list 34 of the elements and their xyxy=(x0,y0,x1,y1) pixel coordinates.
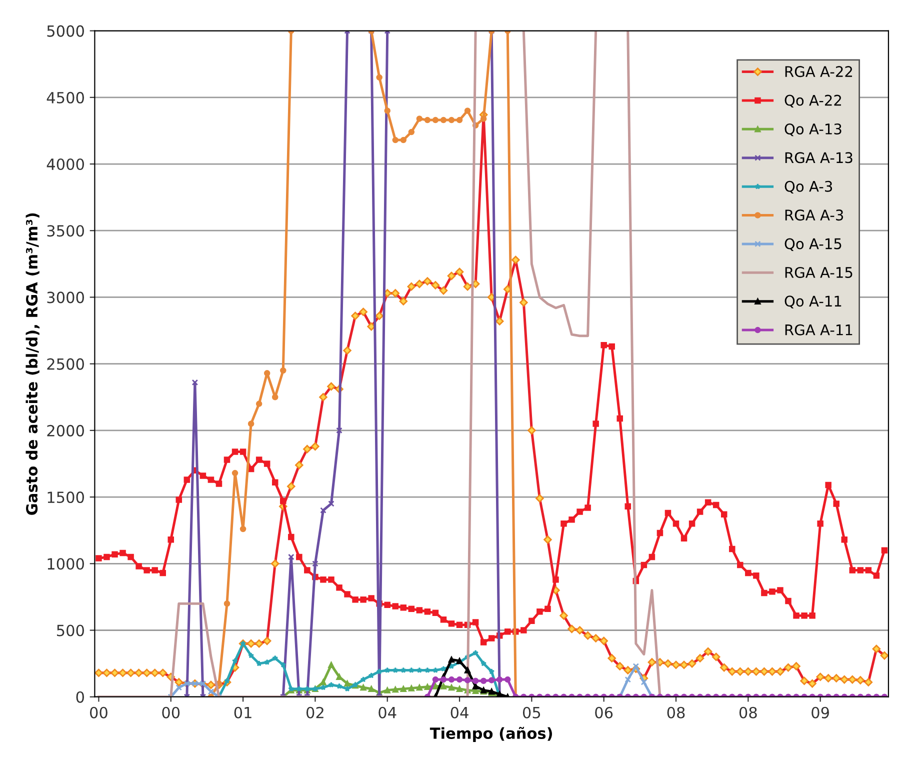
y-tick-label: 3000 xyxy=(47,292,84,304)
x-axis-title: Tiempo (años) xyxy=(430,726,552,742)
x-tick-label: 09 xyxy=(812,706,829,718)
x-tick-label: 04 xyxy=(378,706,396,718)
x-tick-label: 05 xyxy=(522,706,540,718)
y-tick-label: 1000 xyxy=(48,558,84,570)
y-tick-label: 500 xyxy=(57,624,84,636)
y-axis-title: Gasto de aceite (bl/d), RGA (m³/m³) xyxy=(26,213,40,515)
x-tick-label: 04 xyxy=(450,706,468,718)
x-tick-label: 01 xyxy=(234,706,252,718)
legend-label: RGA A-22 xyxy=(785,66,852,78)
x-tick-label: 06 xyxy=(595,706,613,718)
legend-label: Qo A-13 xyxy=(784,123,842,136)
legend-label: Qo A-3 xyxy=(784,180,832,194)
y-tick-label: 2000 xyxy=(47,424,84,436)
x-tick-label: 00 xyxy=(90,706,108,718)
legend-label: RGA A-15 xyxy=(785,266,852,278)
y-tick-label: 1500 xyxy=(48,492,84,504)
y-tick-label: 4000 xyxy=(46,158,84,170)
legend-label: RGA A-3 xyxy=(785,210,844,221)
y-tick-label: 4500 xyxy=(46,92,84,104)
x-tick-label: 08 xyxy=(667,706,685,718)
legend-label: RGA A-13 xyxy=(785,152,852,164)
legend-label: RGA A-11 xyxy=(785,324,852,336)
x-tick-label: 00 xyxy=(162,706,180,718)
legend-label: Qo A-15 xyxy=(784,238,842,251)
x-tick-label: 08 xyxy=(739,706,757,718)
y-tick-label: 0 xyxy=(76,691,84,703)
y-tick-label: 5000 xyxy=(47,25,84,37)
legend-label: Qo A-11 xyxy=(784,296,842,308)
legend-label: Qo A-22 xyxy=(784,94,842,108)
y-tick-label: 3500 xyxy=(47,225,84,237)
x-tick-label: 02 xyxy=(306,706,324,718)
y-tick-label: 2500 xyxy=(47,358,84,370)
